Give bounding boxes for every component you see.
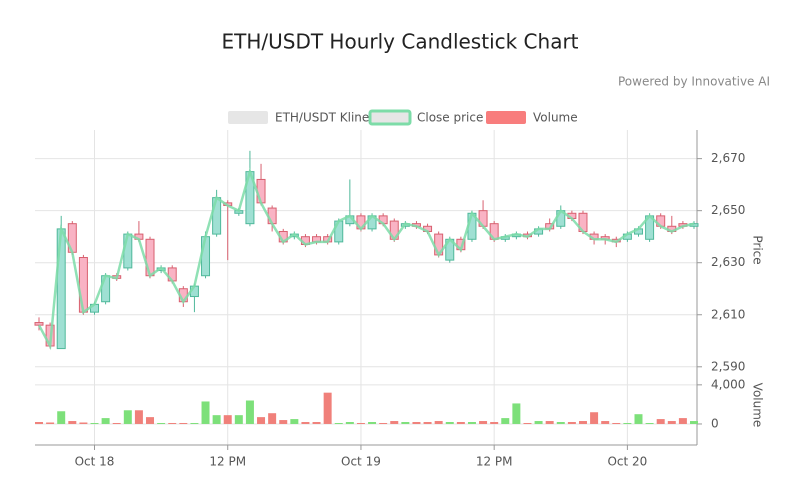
- y-tick-label: 2,630: [711, 255, 745, 269]
- volume-bar: [323, 392, 332, 424]
- volume-bar: [401, 422, 410, 424]
- volume-bar: [112, 422, 121, 424]
- volume-bar: [179, 422, 188, 424]
- volume-bar: [656, 419, 665, 424]
- x-tick-label: 12 PM: [209, 455, 246, 469]
- volume-bar: [356, 422, 365, 424]
- volume-bar: [157, 422, 166, 424]
- volume-bar: [101, 418, 110, 424]
- close-line: [37, 167, 695, 351]
- volume-bar: [245, 400, 254, 424]
- x-tick-label: 12 PM: [476, 455, 513, 469]
- volume-bar: [490, 422, 499, 424]
- volume-bar: [301, 422, 310, 424]
- volume-bar: [545, 421, 554, 424]
- volume-bar: [334, 422, 343, 424]
- volume-bar: [368, 422, 377, 424]
- x-tick-label: Oct 20: [607, 455, 647, 469]
- volume-bar: [134, 410, 143, 424]
- x-tick-label: Oct 18: [75, 455, 115, 469]
- y-tick-label: 2,590: [711, 359, 745, 373]
- volume-bar: [46, 422, 55, 424]
- volume-bar: [90, 422, 99, 424]
- volume-bar: [390, 421, 399, 424]
- volume-bar: [678, 418, 687, 424]
- legend-swatch: [368, 109, 412, 126]
- volume-bar: [590, 412, 599, 424]
- volume-bar: [257, 417, 266, 424]
- volume-bar: [567, 422, 576, 424]
- volume-bar: [268, 413, 277, 424]
- volume-bar: [634, 414, 643, 424]
- legend-label: Close price: [417, 111, 483, 125]
- volume-bar: [467, 422, 476, 424]
- volume-bar: [456, 422, 465, 424]
- y2-tick-label: 0: [711, 416, 719, 430]
- volume-bar: [68, 421, 77, 424]
- volume-bar: [234, 415, 243, 424]
- volume-bar: [123, 410, 132, 424]
- volume-bar: [556, 422, 565, 424]
- volume-bar: [534, 421, 543, 424]
- legend-swatch: [486, 111, 526, 124]
- legend-label: ETH/USDT Kline: [275, 111, 369, 125]
- volume-bar: [212, 415, 221, 424]
- volume-bar: [479, 421, 488, 424]
- volume-bar: [290, 419, 299, 424]
- volume-bar: [379, 422, 388, 424]
- volume-bar: [578, 421, 587, 424]
- volume-bar: [201, 401, 210, 424]
- volume-bar: [601, 421, 610, 424]
- volume-bar: [512, 403, 521, 424]
- volume-bar: [623, 422, 632, 424]
- volume-bar: [190, 422, 199, 424]
- volume-bar: [523, 422, 532, 424]
- y-axis-label: Price: [751, 235, 765, 264]
- volume-bar: [501, 418, 510, 424]
- volume-bar: [612, 422, 621, 424]
- volume-bar: [279, 420, 288, 424]
- volume-bar: [412, 422, 421, 424]
- x-tick-label: Oct 19: [341, 455, 381, 469]
- volume-bar: [35, 422, 43, 424]
- volume-bar: [690, 421, 698, 424]
- candle-body: [34, 322, 44, 326]
- volume-bar: [223, 415, 232, 424]
- volume-bar: [423, 422, 432, 424]
- volume-bar: [57, 411, 66, 424]
- volume-bar: [667, 421, 676, 424]
- y2-axis-label: Volume: [751, 383, 765, 428]
- volume-bar: [312, 422, 321, 424]
- y-tick-label: 2,670: [711, 151, 745, 165]
- candle-body: [201, 236, 211, 277]
- volume-bar: [79, 422, 88, 424]
- y-tick-label: 2,650: [711, 203, 745, 217]
- chart-subtitle: Powered by Innovative AI: [618, 75, 770, 89]
- legend-swatch: [228, 111, 268, 124]
- y-tick-label: 2,610: [711, 307, 745, 321]
- chart-title: ETH/USDT Hourly Candlestick Chart: [221, 30, 578, 54]
- volume-bar: [168, 422, 177, 424]
- volume-bar: [645, 422, 654, 424]
- volume-bar: [434, 421, 443, 424]
- volume-bar: [146, 417, 155, 424]
- legend-label: Volume: [533, 111, 578, 125]
- y2-tick-label: 4,000: [711, 377, 745, 391]
- volume-bar: [445, 422, 454, 424]
- volume-bar: [345, 422, 354, 424]
